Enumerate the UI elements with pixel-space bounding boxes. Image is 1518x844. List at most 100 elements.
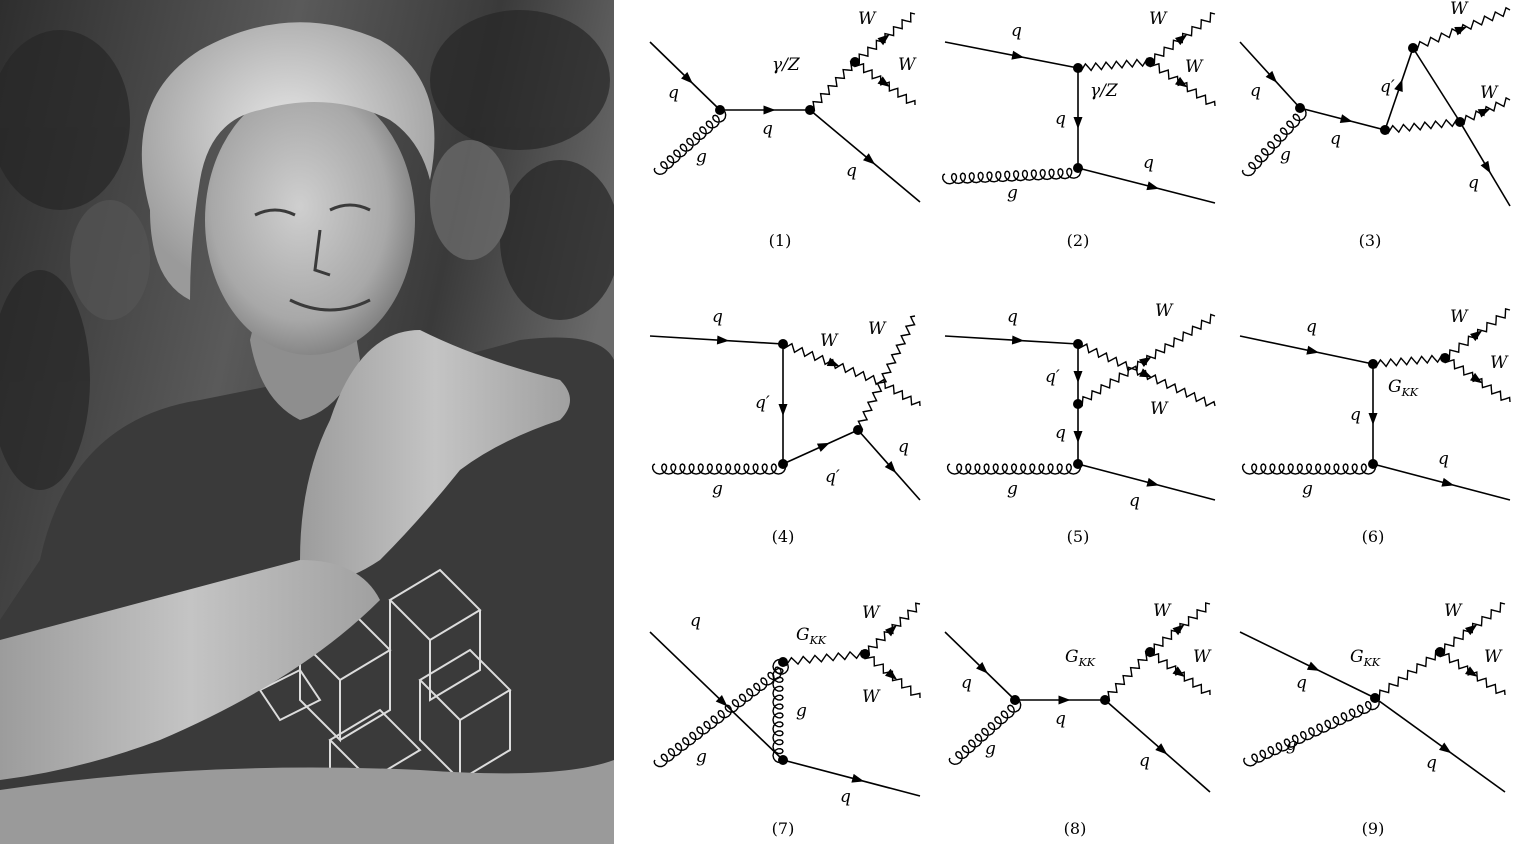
propagator-line bbox=[1412, 47, 1461, 123]
particle-label: W bbox=[1450, 0, 1469, 19]
particle-label: g bbox=[696, 747, 707, 767]
gluon-line bbox=[651, 463, 787, 475]
fermion-line bbox=[782, 759, 921, 797]
boson-arrow bbox=[1470, 372, 1483, 384]
gluon-line bbox=[653, 108, 727, 176]
diagram-caption: (8) bbox=[1064, 819, 1087, 838]
particle-label: W bbox=[862, 687, 881, 707]
particle-label: W bbox=[858, 9, 877, 29]
fermion-arrow bbox=[816, 442, 830, 452]
boson-arrow bbox=[1465, 624, 1478, 636]
feynman-diagram-8: q g q GKK W Wq (8) bbox=[944, 601, 1212, 838]
fermion-line bbox=[1104, 699, 1211, 793]
fermion-arrow bbox=[1394, 79, 1403, 93]
vertex-dot bbox=[1368, 459, 1378, 469]
fermion-line bbox=[649, 631, 784, 761]
particle-label: q bbox=[1306, 317, 1317, 337]
particle-label: q bbox=[1296, 673, 1307, 693]
feynman-diagram-9: q g GKK W Wq (9) bbox=[1239, 601, 1506, 838]
particle-label: W bbox=[898, 55, 917, 75]
fermion-arrow bbox=[681, 71, 693, 84]
vertex-dot bbox=[1440, 353, 1450, 363]
particle-label: g bbox=[1302, 479, 1313, 499]
particle-label: GKK bbox=[1065, 647, 1096, 669]
vertex-dot bbox=[1073, 459, 1083, 469]
shirt-cube-print bbox=[258, 568, 512, 833]
vertex-dot bbox=[778, 755, 788, 765]
particle-label: q bbox=[762, 119, 773, 139]
particle-label: q bbox=[1438, 449, 1449, 469]
fermion-line bbox=[649, 335, 784, 345]
fermion-arrow bbox=[1073, 371, 1083, 383]
boson-arrow bbox=[1477, 108, 1491, 118]
diagram-caption: (1) bbox=[769, 231, 792, 250]
feynman-diagram-7: q GKK W Wg g q (7) bbox=[649, 602, 921, 838]
vertex-dot bbox=[1145, 647, 1155, 657]
gluon-line bbox=[1241, 106, 1307, 177]
feynman-diagram-grid: q g q γ/Z W Wq (1) q γ/Z W Wq g q (2) q g q q′ W Wq (3) q W Wq′… bbox=[649, 0, 1511, 838]
fermion-arrow bbox=[1441, 477, 1455, 487]
particle-label: q′ bbox=[1045, 367, 1060, 387]
fermion-arrow bbox=[1265, 70, 1278, 83]
fermion-line bbox=[944, 41, 1079, 69]
particle-label: γ/Z bbox=[1090, 81, 1119, 101]
boson-arrow bbox=[1175, 76, 1188, 88]
feynman-diagram-2: q γ/Z W Wq g q (2) bbox=[941, 9, 1216, 250]
vertex-dot bbox=[853, 425, 863, 435]
fermion-arrow bbox=[1439, 742, 1452, 754]
fermion-arrow bbox=[1011, 50, 1025, 60]
fermion-arrow bbox=[1155, 743, 1168, 755]
graviton-line bbox=[1372, 353, 1446, 369]
background-foliage bbox=[0, 10, 614, 490]
particle-label: W bbox=[1149, 9, 1168, 29]
particle-label: W bbox=[1450, 307, 1469, 327]
vertex-dot bbox=[778, 339, 788, 349]
particle-label: q bbox=[1007, 307, 1018, 327]
fermion-line bbox=[809, 109, 921, 203]
particle-label: q bbox=[898, 437, 909, 457]
particle-label: q bbox=[690, 611, 701, 631]
particle-label: W bbox=[1185, 57, 1204, 77]
particle-label: q′ bbox=[1380, 77, 1395, 97]
fermion-arrow bbox=[715, 694, 728, 707]
boson-arrow bbox=[877, 34, 890, 46]
particle-label: q′ bbox=[825, 467, 840, 487]
boson-arrow bbox=[1175, 34, 1188, 46]
fermion-arrow bbox=[716, 335, 730, 345]
boson-arrow bbox=[1465, 666, 1478, 677]
graviton-line bbox=[1374, 649, 1441, 701]
vertex-dot bbox=[1455, 117, 1465, 127]
diagram-caption: (9) bbox=[1362, 819, 1385, 838]
particle-label: W bbox=[1484, 647, 1503, 667]
particle-label: W bbox=[868, 319, 887, 339]
fermion-arrow bbox=[1073, 431, 1083, 443]
particle-label: g bbox=[712, 479, 723, 499]
vertex-dot bbox=[778, 459, 788, 469]
boson-arrow bbox=[1172, 666, 1185, 677]
particle-label: q bbox=[1129, 491, 1140, 511]
fermion-line bbox=[1239, 335, 1374, 365]
fermion-arrow bbox=[1073, 117, 1083, 129]
boson-arrow bbox=[1454, 26, 1468, 36]
boson-arrow bbox=[1172, 624, 1185, 636]
gluon-line bbox=[941, 167, 1082, 185]
particle-label: q bbox=[1350, 405, 1361, 425]
gluon-line bbox=[1241, 463, 1377, 475]
vertex-dot bbox=[715, 105, 725, 115]
boson-arrow bbox=[1470, 330, 1483, 342]
particle-label: q bbox=[1055, 423, 1066, 443]
fermion-line bbox=[1077, 463, 1216, 501]
particle-label: W bbox=[1155, 301, 1174, 321]
particle-label: W bbox=[1193, 647, 1212, 667]
particle-label: g bbox=[1007, 479, 1018, 499]
gluon-line bbox=[653, 660, 790, 768]
particle-label: q′ bbox=[755, 393, 770, 413]
boson-arrow bbox=[885, 624, 897, 637]
graviton-line bbox=[782, 649, 866, 667]
particle-label: q bbox=[961, 673, 972, 693]
portrait-photo bbox=[0, 0, 614, 844]
vertex-dot bbox=[1100, 695, 1110, 705]
particle-label: W bbox=[1444, 601, 1463, 621]
fermion-arrow bbox=[778, 404, 788, 416]
fermion-line bbox=[944, 335, 1079, 345]
